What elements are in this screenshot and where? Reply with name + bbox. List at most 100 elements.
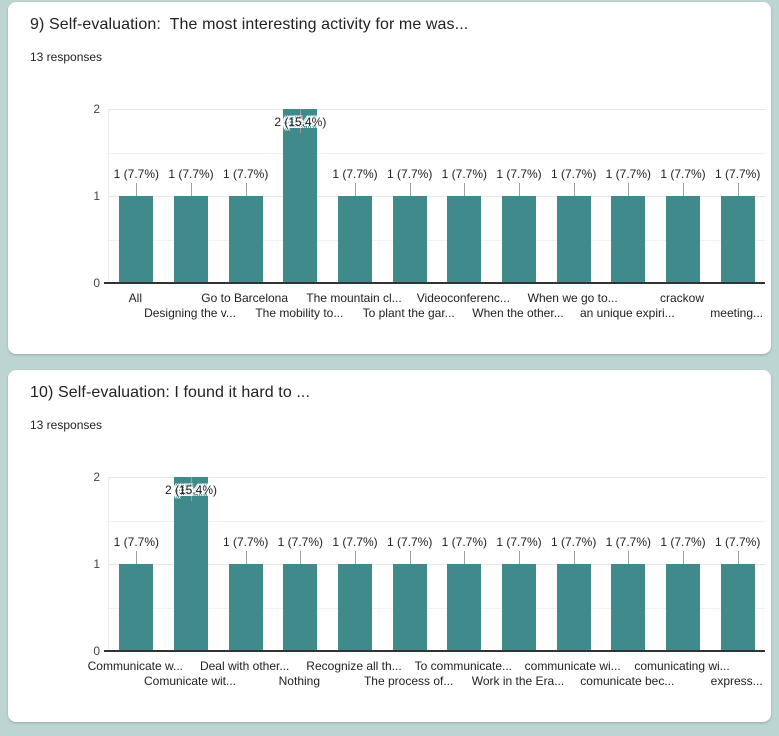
question-card-10: 10) Self-evaluation: I found it hard to … [8, 370, 771, 722]
bar-value-label: 1 (7.7%) [550, 535, 597, 549]
annotation-connector [683, 183, 684, 196]
bar[interactable] [392, 564, 427, 651]
gridline [109, 477, 765, 478]
annotation-connector [191, 183, 192, 196]
bar-value-label: 1 (7.7%) [222, 167, 269, 181]
x-axis-category-label: To plant the gar... [362, 306, 455, 320]
bar[interactable] [174, 196, 208, 283]
bar[interactable] [447, 564, 482, 651]
bar-value-label: 1 (7.7%) [222, 535, 269, 549]
x-axis-category-label: Communicate w... [87, 659, 184, 673]
annotation-connector [519, 183, 520, 196]
x-axis-category-label: Deal with other... [199, 659, 290, 673]
bar[interactable] [283, 109, 318, 283]
x-axis-category-label: Recognize all th... [306, 659, 402, 673]
bar[interactable] [447, 196, 482, 283]
annotation-connector [136, 183, 138, 196]
x-axis-line [104, 282, 765, 284]
x-axis-category-label: When we go to... [527, 291, 618, 305]
x-axis-category-label: Go to Barcelona [201, 291, 289, 305]
bar-value-label: 1 (7.7%) [441, 167, 488, 181]
x-axis-category-label: The mobility to... [255, 306, 344, 320]
bar[interactable] [283, 564, 318, 651]
bar-value-label: 2 (15.4%) [164, 483, 218, 497]
annotation-connector [464, 551, 466, 564]
annotation-connector [464, 183, 466, 196]
bar[interactable] [666, 564, 700, 651]
x-axis-category-label: Work in the Era... [471, 674, 565, 688]
bar-value-label: 1 (7.7%) [168, 167, 214, 181]
bar-value-label: 1 (7.7%) [113, 535, 160, 549]
bar[interactable] [611, 196, 646, 283]
bar-value-label: 1 (7.7%) [386, 167, 433, 181]
x-axis-line [104, 650, 765, 652]
bar[interactable] [119, 564, 154, 651]
annotation-connector [191, 477, 192, 501]
bar-chart: 1 (7.7%) 2 (15.4%) 1 (7.7%) 1 (7.7%) 1 (7.7%… [8, 466, 771, 706]
bar[interactable] [338, 196, 372, 283]
annotation-connector [245, 183, 247, 196]
bar-chart: 1 (7.7%) 1 (7.7%) 1 (7.7%) 2 (15.4%) 1 (7.7%… [8, 98, 771, 338]
bar[interactable] [666, 196, 700, 283]
plot-area: 1 (7.7%) 1 (7.7%) 1 (7.7%) 2 (15.4%) 1 (7.7%… [104, 109, 765, 284]
bar[interactable] [392, 196, 427, 283]
x-axis-category-label: comunicate bec... [580, 674, 675, 688]
gridline [109, 607, 765, 609]
bar-value-label: 1 (7.7%) [605, 167, 652, 181]
y-axis-tick-label: 1 [93, 557, 100, 571]
x-axis-category-label: meeting... [710, 306, 764, 320]
response-count: 13 responses [30, 50, 103, 64]
annotation-connector [737, 551, 739, 564]
bar[interactable] [228, 196, 263, 283]
annotation-connector [355, 183, 356, 196]
annotation-connector [519, 551, 520, 564]
bar-value-label: 1 (7.7%) [660, 167, 706, 181]
annotation-connector [409, 183, 411, 196]
gridline [109, 520, 765, 522]
annotation-connector [737, 183, 739, 196]
x-axis-category-label: The mountain cl... [306, 291, 402, 305]
bar[interactable] [720, 564, 755, 651]
x-axis-category-label: an unique expiri... [579, 306, 675, 320]
bar[interactable] [556, 196, 591, 283]
bar-value-label: 1 (7.7%) [277, 535, 324, 549]
annotation-connector [683, 551, 684, 564]
gridline [109, 152, 765, 154]
bar[interactable] [556, 564, 591, 651]
bar[interactable] [174, 477, 208, 651]
bar[interactable] [338, 564, 372, 651]
bar[interactable] [228, 564, 263, 651]
x-axis-category-label: Nothing [278, 674, 321, 688]
y-axis-tick-label: 2 [93, 102, 100, 116]
bar-value-label: 1 (7.7%) [386, 535, 433, 549]
x-axis-category-label: All [128, 291, 142, 305]
bar-value-label: 1 (7.7%) [550, 167, 597, 181]
x-axis-category-label: communicate wi... [524, 659, 621, 673]
bar-value-label: 1 (7.7%) [714, 535, 761, 549]
x-axis-category-label: When the other... [472, 306, 564, 320]
annotation-connector [573, 551, 575, 564]
bar-value-label: 2 (15.4%) [274, 115, 327, 129]
bar[interactable] [502, 564, 536, 651]
x-axis-category-label: Comunicate wit... [143, 674, 237, 688]
bar-value-label: 1 (7.7%) [332, 535, 378, 549]
bar-value-label: 1 (7.7%) [660, 535, 706, 549]
bar-value-label: 1 (7.7%) [441, 535, 488, 549]
bar[interactable] [502, 196, 536, 283]
y-axis-tick-label: 0 [93, 644, 100, 658]
gridline [109, 564, 765, 565]
x-axis-category-label: The process of... [363, 674, 454, 688]
bar-value-label: 1 (7.7%) [113, 167, 160, 181]
annotation-connector [245, 551, 247, 564]
bar[interactable] [720, 196, 755, 283]
bar-value-label: 1 (7.7%) [605, 535, 652, 549]
question-title: 10) Self-evaluation: I found it hard to … [30, 384, 311, 401]
bar[interactable] [119, 196, 154, 283]
annotation-connector [136, 551, 138, 564]
gridline [109, 196, 765, 197]
bar[interactable] [611, 564, 646, 651]
gridline [109, 109, 765, 110]
x-axis-category-label: comunicating wi... [634, 659, 730, 673]
x-axis-category-label: Videoconferenc... [416, 291, 510, 305]
